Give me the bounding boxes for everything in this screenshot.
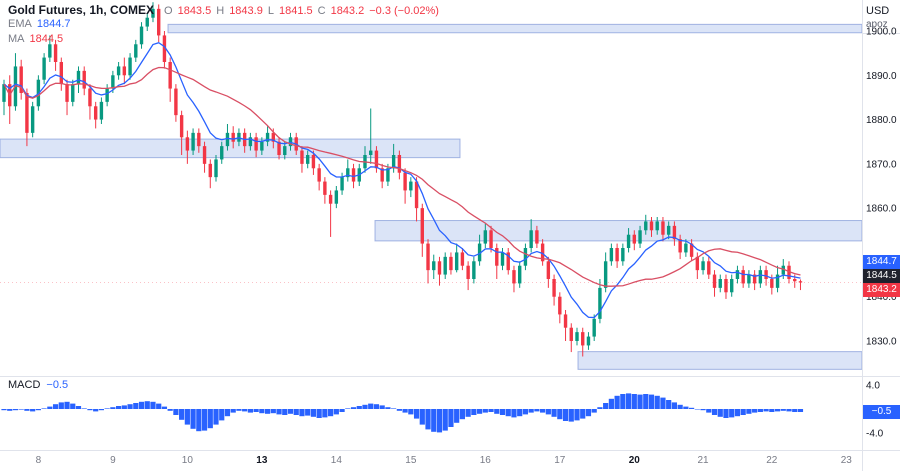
change-value: −0.3 (−0.02%) <box>369 5 439 17</box>
svg-text:1860.0: 1860.0 <box>866 204 897 215</box>
ema-value: 1844.7 <box>36 18 71 30</box>
axis-unit-box: USD apoz <box>866 4 889 32</box>
open-value: 1843.5 <box>177 5 212 17</box>
macd-value-badge: −0.5 <box>863 405 900 419</box>
high-value: 1843.9 <box>229 5 263 17</box>
ema-line <box>3 42 801 319</box>
symbol-title[interactable]: Gold Futures, 1h, COMEX <box>8 3 155 17</box>
svg-text:1830.0: 1830.0 <box>866 337 897 348</box>
macd-legend-row[interactable]: MACD −0.5 <box>8 379 68 391</box>
svg-text:1880.0: 1880.0 <box>866 115 897 126</box>
macd-title: MACD <box>8 379 41 391</box>
svg-text:1900.0: 1900.0 <box>866 27 897 38</box>
macd-value: −0.5 <box>46 379 69 391</box>
svg-text:8: 8 <box>36 455 42 466</box>
ma-price-badge: 1844.5 <box>863 269 900 283</box>
open-label: O <box>164 5 173 17</box>
svg-text:23: 23 <box>841 455 853 466</box>
ma-line <box>3 66 801 287</box>
close-value: 1843.2 <box>330 5 365 17</box>
macd-histogram <box>1 393 804 433</box>
svg-text:20: 20 <box>629 455 641 466</box>
unit-label: apoz <box>866 19 888 30</box>
svg-text:-4.0: -4.0 <box>866 429 884 440</box>
svg-text:16: 16 <box>480 455 492 466</box>
svg-text:15: 15 <box>405 455 417 466</box>
ema-price-badge: 1844.7 <box>863 255 900 269</box>
last-price-badge: 1843.2 <box>863 283 900 297</box>
svg-text:17: 17 <box>554 455 566 466</box>
low-label: L <box>267 5 274 17</box>
svg-text:1890.0: 1890.0 <box>866 71 897 82</box>
svg-text:10: 10 <box>182 455 194 466</box>
ema-label: EMA <box>8 18 32 30</box>
candles-layer <box>2 2 803 357</box>
high-label: H <box>216 5 225 17</box>
time-axis-labels[interactable]: 8 9 10 13 14 15 16 17 20 21 22 23 <box>36 455 853 466</box>
resistance-zone-1873[interactable] <box>0 138 461 159</box>
svg-text:13: 13 <box>256 455 268 466</box>
svg-text:1840.0: 1840.0 <box>866 292 897 303</box>
svg-text:4.0: 4.0 <box>866 381 880 392</box>
svg-text:1870.0: 1870.0 <box>866 159 897 170</box>
ema-legend-row[interactable]: EMA 1844.7 <box>8 18 439 33</box>
svg-text:22: 22 <box>766 455 778 466</box>
price-axis-ticks[interactable]: 1900.0 1890.0 1880.0 1870.0 1860.0 1840.0 1830… <box>866 27 897 440</box>
currency-label: USD <box>866 5 890 17</box>
low-value: 1841.5 <box>278 5 313 17</box>
ma-label: MA <box>8 33 25 45</box>
support-zone-1825[interactable] <box>577 351 863 370</box>
chart-legend: Gold Futures, 1h, COMEX O 1843.5 H 1843.9 … <box>8 3 439 48</box>
svg-text:9: 9 <box>110 455 116 466</box>
supply-demand-zones <box>0 23 863 370</box>
resistance-zone-1855[interactable] <box>374 220 863 242</box>
svg-text:14: 14 <box>331 455 343 466</box>
close-label: C <box>317 5 326 17</box>
ma-legend-row[interactable]: MA 1844.5 <box>8 33 439 48</box>
ma-value: 1844.5 <box>29 33 64 45</box>
svg-text:21: 21 <box>697 455 709 466</box>
